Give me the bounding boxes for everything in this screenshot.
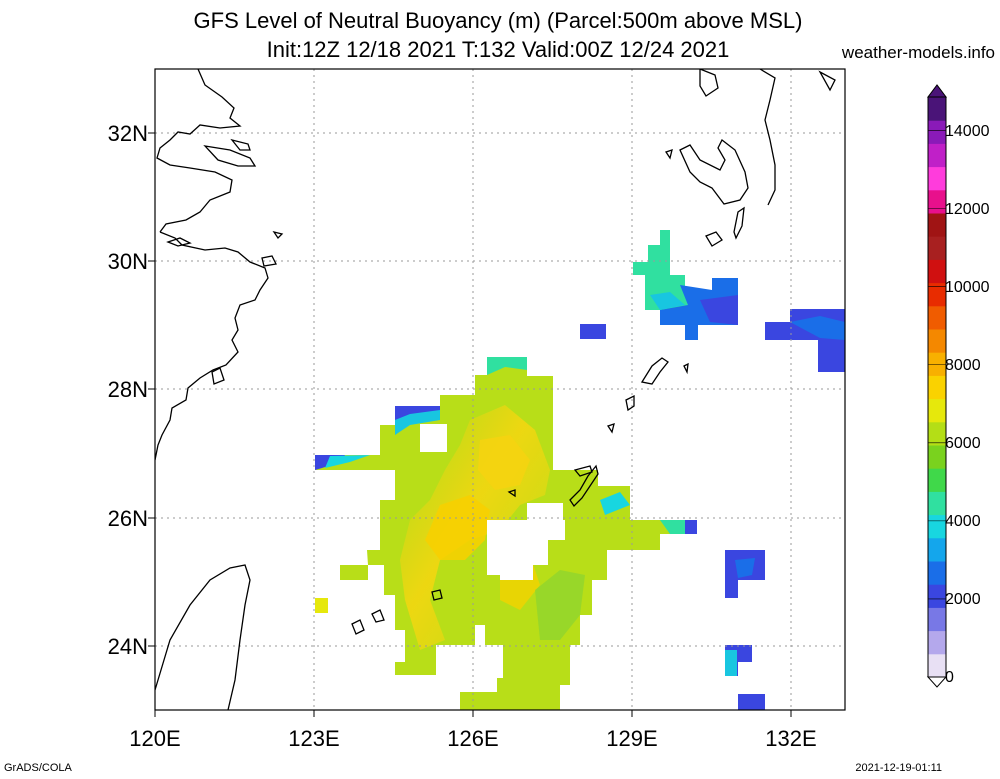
colorbar-label: 14000: [945, 123, 990, 140]
axis-ticks: [148, 132, 792, 717]
lat-label-32n: 32N: [107, 121, 148, 146]
colorbar-swatch: [928, 630, 946, 655]
footer-timestamp: 2021-12-19-01:11: [855, 762, 942, 774]
grid-lines: [155, 69, 845, 710]
colorbar-arrow-high: [927, 84, 947, 98]
colorbar-label: 10000: [945, 279, 990, 296]
colorbar-swatch: [928, 561, 946, 585]
colorbar-label: 0: [945, 669, 954, 686]
colorbar-swatch: [928, 537, 946, 562]
colorbar-swatch: [928, 282, 946, 307]
colorbar-swatch: [928, 398, 946, 423]
colorbar-swatch: [928, 166, 946, 191]
colorbar-swatch: [928, 653, 946, 678]
colorbar-swatch: [928, 491, 946, 516]
lat-label-28n: 28N: [107, 377, 148, 402]
chart-title: GFS Level of Neutral Buoyancy (m) (Parce…: [193, 8, 803, 33]
colorbar-swatch: [928, 352, 946, 376]
colorbar-swatch: [928, 213, 946, 237]
lon-label-126e: 126E: [447, 726, 499, 751]
field-layer: [155, 69, 845, 710]
colorbar-swatch: [928, 236, 946, 260]
colorbar-arrow-low: [926, 676, 948, 688]
colorbar: [926, 84, 948, 688]
lon-label-120e: 120E: [129, 726, 181, 751]
colorbar-swatch: [928, 445, 946, 469]
lon-label-132e: 132E: [765, 726, 817, 751]
lon-label-123e: 123E: [288, 726, 340, 751]
buoyancy-main-area: [315, 357, 697, 710]
lat-label-30n: 30N: [107, 249, 148, 274]
colorbar-swatch: [928, 421, 946, 446]
chart-subtitle: Init:12Z 12/18 2021 T:132 Valid:00Z 12/2…: [266, 37, 730, 62]
colorbar-label: 6000: [945, 435, 981, 452]
buoyancy-northeast-area: [580, 230, 845, 710]
colorbar-label: 8000: [945, 357, 981, 374]
colorbar-swatch: [928, 375, 946, 400]
colorbar-swatch: [928, 514, 946, 539]
colorbar-label: 2000: [945, 591, 981, 608]
colorbar-swatch: [928, 468, 946, 492]
lon-label-129e: 129E: [606, 726, 658, 751]
source-label: weather-models.info: [841, 43, 995, 62]
colorbar-swatch: [928, 120, 946, 144]
footer-software: GrADS/COLA: [4, 762, 72, 774]
colorbar-swatch: [928, 607, 946, 632]
coastlines: [155, 69, 836, 710]
colorbar-swatch: [928, 584, 946, 608]
colorbar-swatch: [928, 143, 946, 168]
colorbar-label: 4000: [945, 513, 981, 530]
colorbar-swatch: [928, 305, 946, 330]
lat-label-26n: 26N: [107, 506, 148, 531]
colorbar-swatch: [928, 189, 946, 214]
colorbar-swatch: [928, 329, 946, 353]
colorbar-swatch: [928, 259, 946, 284]
colorbar-label: 12000: [945, 201, 990, 218]
colorbar-swatch: [928, 97, 946, 121]
lat-label-24n: 24N: [107, 634, 148, 659]
